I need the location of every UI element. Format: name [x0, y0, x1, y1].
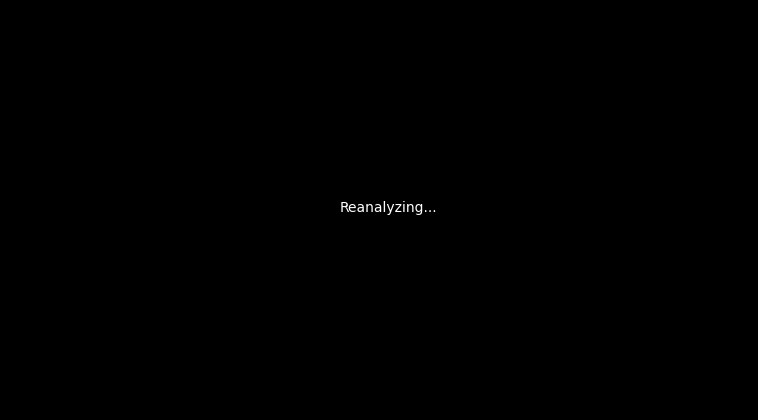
Text: Reanalyzing...: Reanalyzing... — [340, 201, 437, 215]
